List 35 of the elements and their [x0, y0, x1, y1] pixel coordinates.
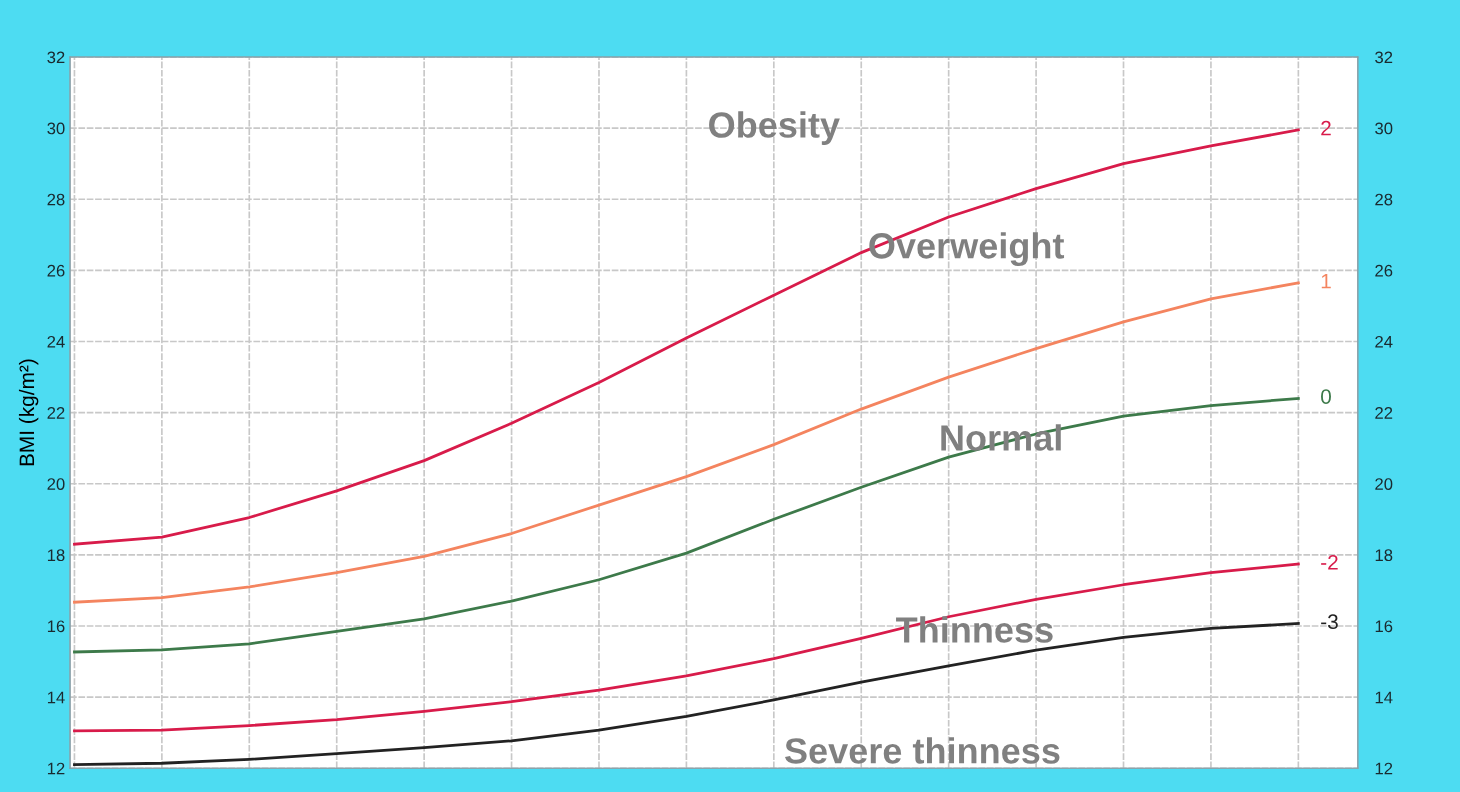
y-tick-label: 20: [47, 478, 65, 490]
y2-tick-label: 20: [1375, 478, 1393, 490]
annotation: Obesity: [709, 111, 840, 145]
y2-tick-label: 16: [1375, 620, 1393, 633]
y2-tick-label: 28: [1375, 193, 1393, 206]
annotation: Overweight: [869, 232, 1065, 266]
series-label: -2: [1321, 554, 1338, 570]
series-label: 0: [1321, 389, 1331, 404]
y-tick-label: 16: [47, 620, 65, 633]
y-tick-label: 32: [47, 51, 65, 64]
y-tick-label: 12: [47, 762, 65, 775]
y-tick-label: 26: [47, 264, 65, 277]
y-tick-label: 24: [47, 335, 65, 348]
y-tick-label: 30: [47, 122, 65, 135]
y-tick-label: 18: [47, 549, 65, 562]
y-tick-label: 22: [47, 407, 65, 419]
y2-tick-label: 32: [1375, 51, 1393, 64]
series-label: 2: [1321, 120, 1331, 136]
y2-tick-label: 12: [1375, 762, 1393, 775]
y2-tick-label: 18: [1375, 549, 1393, 562]
annotation: Thinness: [896, 616, 1053, 643]
y2-tick-label: 22: [1375, 407, 1393, 419]
y2-tick-label: 30: [1375, 122, 1393, 135]
line-series: [73, 397, 1300, 654]
y2-tick-label: 26: [1375, 264, 1393, 277]
y-tick-label: 28: [47, 193, 65, 206]
line-series: [73, 281, 1300, 604]
series-label: -3: [1321, 614, 1338, 630]
y-axis-title: BMI (kg/m²): [18, 359, 39, 466]
y2-tick-label: 24: [1375, 335, 1393, 348]
y2-tick-label: 14: [1375, 691, 1393, 704]
y-tick-label: 14: [47, 691, 65, 704]
annotation: Severe thinness: [785, 737, 1060, 764]
line-series: [73, 562, 1300, 733]
series-label: 1: [1321, 273, 1331, 289]
